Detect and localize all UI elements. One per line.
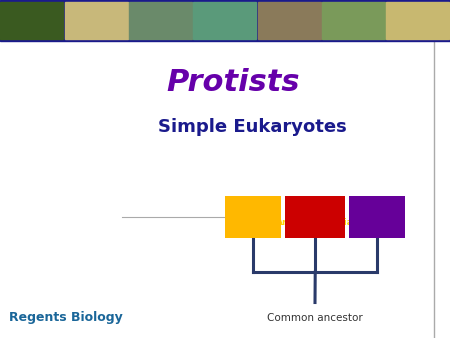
Bar xyxy=(386,2,449,39)
Bar xyxy=(194,2,256,39)
Bar xyxy=(129,2,192,39)
Bar xyxy=(257,2,320,39)
FancyBboxPatch shape xyxy=(284,196,346,238)
Text: Simple Eukaryotes: Simple Eukaryotes xyxy=(158,118,346,136)
FancyBboxPatch shape xyxy=(225,196,282,238)
Text: Domain
Bacteria: Domain Bacteria xyxy=(232,208,274,227)
Bar xyxy=(0,2,63,39)
Text: Protists: Protists xyxy=(166,68,300,97)
Bar xyxy=(65,2,128,39)
Bar xyxy=(322,2,385,39)
Bar xyxy=(0,0,450,41)
FancyBboxPatch shape xyxy=(349,196,405,238)
Text: Domain
Archaebacteria: Domain Archaebacteria xyxy=(276,208,354,227)
Text: Regents Biology: Regents Biology xyxy=(9,312,123,324)
Text: Domain
Eukaryotes: Domain Eukaryotes xyxy=(349,208,405,227)
Text: Common ancestor: Common ancestor xyxy=(267,313,363,323)
